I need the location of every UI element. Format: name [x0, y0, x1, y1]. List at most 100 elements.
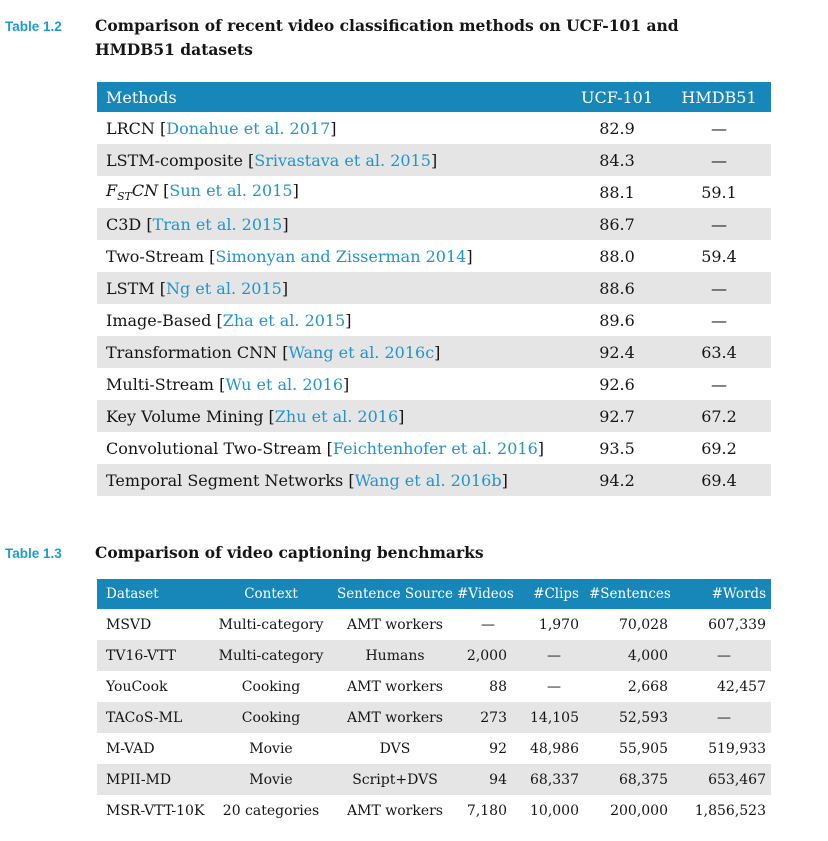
bracket-open: [	[321, 438, 333, 458]
words-cell: 607,339	[708, 616, 766, 633]
dataset-cell: MSR-VTT-10K	[106, 802, 205, 819]
method-cell: FSTCN [Sun et al. 2015]	[97, 176, 567, 208]
clips-cell: 10,000	[530, 802, 579, 819]
table-1-2-label: Table 1.2	[5, 19, 62, 34]
sentence-source-cell: Humans	[365, 647, 425, 664]
bracket-open: [	[343, 470, 355, 490]
method-name: LSTM-composite	[106, 150, 243, 170]
citation-link[interactable]: Sun et al. 2015	[169, 180, 293, 200]
method-name: Multi-Stream	[106, 374, 214, 394]
citation-link[interactable]: Tran et al. 2015	[152, 214, 283, 234]
table-row: FSTCN [Sun et al. 2015] 88.1 59.1	[97, 176, 771, 208]
clips-cell: —	[547, 678, 561, 695]
citation-link[interactable]: Wu et al. 2016	[225, 374, 344, 394]
citation-link[interactable]: Ng et al. 2015	[165, 278, 282, 298]
ucf101-value: 88.0	[599, 246, 635, 266]
clips-cell: 14,105	[530, 709, 579, 726]
hmdb51-value: 59.4	[701, 246, 737, 266]
citation-link[interactable]: Donahue et al. 2017	[166, 118, 331, 138]
hmdb51-value: —	[711, 150, 727, 170]
table-row: LSTM [Ng et al. 2015] 88.6 —	[97, 272, 771, 304]
citation-link[interactable]: Wang et al. 2016c	[288, 342, 435, 362]
context-cell: Multi-category	[218, 647, 324, 664]
bracket-close: ]	[434, 342, 441, 362]
bracket-open: [	[211, 310, 223, 330]
table-row: YouCook Cooking AMT workers 88 — 2,668 4…	[97, 671, 771, 702]
hmdb51-value: —	[711, 374, 727, 394]
table-row: TACoS-ML Cooking AMT workers 273 14,105 …	[97, 702, 771, 733]
table-row: Image-Based [Zha et al. 2015] 89.6 —	[97, 304, 771, 336]
hmdb51-value: 69.2	[701, 438, 737, 458]
sentences-cell: 4,000	[627, 647, 668, 664]
table-row: Convolutional Two-Stream [Feichtenhofer …	[97, 432, 771, 464]
ucf101-value: 92.6	[599, 374, 635, 394]
context-cell: Cooking	[241, 709, 301, 726]
bracket-close: ]	[501, 470, 508, 490]
hmdb51-value: —	[711, 278, 727, 298]
context-cell: Multi-category	[218, 616, 324, 633]
bracket-open: [	[277, 342, 289, 362]
table-row: Key Volume Mining [Zhu et al. 2016] 92.7…	[97, 400, 771, 432]
ucf101-value: 82.9	[599, 118, 635, 138]
method-name: LSTM	[106, 278, 155, 298]
method-cell: Multi-Stream [Wu et al. 2016]	[97, 368, 567, 400]
table-row: Temporal Segment Networks [Wang et al. 2…	[97, 464, 771, 496]
table-row: LSTM-composite [Srivastava et al. 2015] …	[97, 144, 771, 176]
table-row: LRCN [Donahue et al. 2017] 82.9 —	[97, 112, 771, 144]
dataset-cell: M-VAD	[106, 740, 155, 757]
dataset-cell: YouCook	[106, 678, 168, 695]
context-cell: Movie	[249, 740, 293, 757]
table-1-3-caption: Comparison of video captioning benchmark…	[95, 543, 484, 562]
col-header-sentences: #Sentences	[589, 586, 671, 602]
hmdb51-value: —	[711, 310, 727, 330]
col-header-methods: Methods	[106, 87, 177, 107]
sentences-cell: 55,905	[619, 740, 668, 757]
hmdb51-value: —	[711, 214, 727, 234]
table-row: C3D [Tran et al. 2015] 86.7 —	[97, 208, 771, 240]
videos-cell: 7,180	[466, 802, 507, 819]
citation-link[interactable]: Simonyan and Zisserman 2014	[215, 246, 467, 266]
sentence-source-cell: DVS	[379, 740, 411, 757]
words-cell: —	[717, 709, 731, 726]
method-name: Convolutional Two-Stream	[106, 438, 322, 458]
col-header-hmdb51: HMDB51	[681, 87, 757, 107]
words-cell: 519,933	[708, 740, 766, 757]
bracket-close: ]	[282, 214, 289, 234]
table-row: Two-Stream [Simonyan and Zisserman 2014]…	[97, 240, 771, 272]
citation-link[interactable]: Zhu et al. 2016	[274, 406, 399, 426]
bracket-close: ]	[343, 374, 350, 394]
words-cell: —	[717, 647, 731, 664]
dataset-cell: MSVD	[106, 616, 152, 633]
bracket-close: ]	[345, 310, 352, 330]
bracket-open: [	[242, 150, 255, 170]
bracket-close: ]	[281, 278, 289, 298]
clips-cell: —	[547, 647, 561, 664]
videos-cell: 88	[489, 678, 507, 695]
citation-link[interactable]: Feichtenhofer et al. 2016	[332, 438, 538, 458]
clips-cell: 48,986	[530, 740, 579, 757]
method-name: Temporal Segment Networks	[106, 470, 344, 490]
table-row: MPII-MD Movie Script+DVS 94 68,337 68,37…	[97, 764, 771, 795]
citation-link[interactable]: Srivastava et al. 2015	[254, 150, 431, 170]
ucf101-value: 88.1	[599, 182, 635, 202]
method-name: C3D	[106, 214, 142, 234]
table-1-3-label: Table 1.3	[5, 546, 62, 561]
method-name: Two-Stream	[106, 246, 205, 266]
video-captioning-table: Dataset Context Sentence Source #Videos …	[97, 579, 771, 826]
bracket-close: ]	[330, 118, 337, 138]
col-header-clips: #Clips	[533, 586, 579, 602]
videos-cell: 273	[480, 709, 507, 726]
method-cell: Key Volume Mining [Zhu et al. 2016]	[97, 400, 567, 432]
sentence-source-cell: Script+DVS	[352, 771, 438, 788]
method-name-math: F	[106, 180, 118, 200]
bracket-open: [	[158, 180, 170, 200]
method-cell: C3D [Tran et al. 2015]	[97, 208, 567, 240]
method-cell: Transformation CNN [Wang et al. 2016c]	[97, 336, 567, 368]
videos-cell: 94	[489, 771, 507, 788]
citation-link[interactable]: Wang et al. 2016b	[354, 470, 502, 490]
sentences-cell: 68,375	[619, 771, 668, 788]
bracket-close: ]	[537, 438, 545, 458]
citation-link[interactable]: Zha et al. 2015	[222, 310, 346, 330]
method-cell: Image-Based [Zha et al. 2015]	[97, 304, 567, 336]
sentences-cell: 200,000	[610, 802, 668, 819]
